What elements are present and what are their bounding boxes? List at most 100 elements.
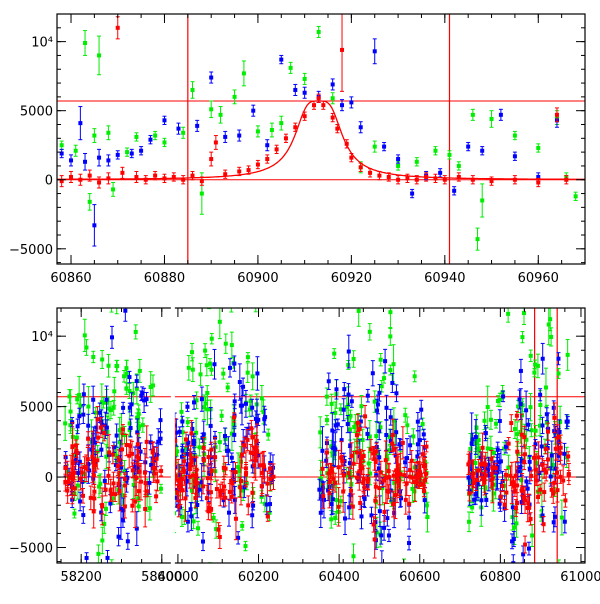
blue-band-s2-point-94 (339, 438, 344, 443)
blue-band-s0-point-15 (81, 412, 86, 417)
red-band-s2-point-94 (391, 473, 396, 478)
green-band-s0-point-55 (82, 333, 87, 338)
green-band-s0-point-12 (100, 538, 105, 543)
blue-band-s1-point-61 (264, 502, 269, 507)
red-band-s0-point-3 (79, 470, 84, 475)
green-band-point-41 (573, 194, 578, 199)
green-band-s2-point-43 (378, 357, 383, 362)
red-band-s2-point-17 (402, 473, 407, 478)
green-band-s2-point-81 (328, 495, 333, 500)
green-band-s3-point-70 (488, 417, 493, 422)
blue-band-point-37 (512, 154, 517, 159)
green-band-s3-point-79 (522, 311, 527, 316)
red-band-s1-point-8 (268, 476, 273, 481)
blue-band-point-36 (498, 112, 503, 117)
green-band-s0-point-37 (122, 469, 127, 474)
green-band-point-25 (330, 96, 335, 101)
green-band-point-17 (232, 94, 237, 99)
red-band-s0-point-18 (143, 481, 148, 486)
blue-band-s0-point-33 (91, 397, 96, 402)
red-band-s3-point-48 (515, 449, 520, 454)
blue-band-s0-point-68 (99, 422, 104, 427)
green-band-s2-point-71 (374, 530, 379, 535)
green-band-s2-point-40 (393, 433, 398, 438)
blue-band-s2-point-61 (394, 391, 399, 396)
blue-band-s2-point-86 (405, 456, 410, 461)
blue-band-point-4 (92, 223, 97, 228)
blue-band-s0-point-61 (81, 513, 86, 518)
green-band-s0-point-72 (68, 423, 73, 428)
green-band-s0-point-4 (96, 551, 101, 556)
blue-band-s0-point-36 (134, 526, 139, 531)
green-band-s0-point-61 (72, 511, 77, 516)
green-band-point-11 (162, 140, 167, 145)
blue-band-s3-point-40 (533, 442, 538, 447)
red-band-point-43 (433, 176, 438, 181)
green-band-s0-point-31 (84, 345, 89, 350)
red-band-s0-point-5 (116, 457, 121, 462)
red-band-s0-point-79 (65, 480, 70, 485)
red-band-point-12 (171, 174, 176, 179)
green-band-s3-point-14 (470, 505, 475, 510)
blue-band-s2-point-22 (384, 433, 389, 438)
red-band-s1-point-65 (252, 463, 257, 468)
red-band-s3-point-59 (540, 462, 545, 467)
red-band-point-35 (358, 165, 363, 170)
blue-band-s0-point-23 (120, 517, 125, 522)
blue-band-point-6 (106, 158, 111, 163)
green-band-s1-point-63 (190, 350, 195, 355)
blue-band-s2-point-83 (369, 513, 374, 518)
red-band-s1-point-69 (193, 496, 198, 501)
green-band-s0-point-32 (113, 451, 118, 456)
green-band-point-28 (396, 163, 401, 168)
green-band-point-20 (269, 128, 274, 133)
blue-band-s3-point-77 (553, 466, 558, 471)
green-band-s2-point-56 (391, 299, 395, 303)
red-band-s2-point-72 (403, 497, 408, 502)
series-red-band (63, 402, 571, 559)
red-band-s1-point-18 (201, 458, 206, 463)
green-band-s0-point-5 (122, 374, 127, 379)
red-band-point-28 (316, 96, 321, 101)
blue-band-s2-point-9 (422, 445, 427, 450)
red-band-s2-point-67 (331, 476, 336, 481)
red-band-s3-point-68 (546, 457, 551, 462)
blue-band-s2-point-60 (345, 422, 350, 427)
blue-band-s1-point-39 (201, 432, 206, 437)
red-band-s1-point-1 (229, 478, 234, 483)
red-band-s3-point-41 (542, 467, 547, 472)
red-band-s3-point-11 (535, 478, 540, 483)
blue-band-s2-point-63 (362, 496, 367, 501)
red-band-point-5 (106, 176, 111, 181)
red-band-point-34 (349, 155, 354, 160)
blue-band-s3-point-73 (562, 451, 567, 456)
red-band-s3-point-14 (541, 522, 546, 527)
red-band-s3-point-18 (493, 466, 498, 471)
red-band-point-45 (456, 174, 461, 179)
blue-band-s3-point-57 (539, 444, 544, 449)
green-band-s2-point-20 (424, 503, 429, 508)
blue-band-s0-point-83 (104, 425, 109, 430)
bottom-xtick-label-4: 60400 (318, 570, 359, 585)
green-band-point-12 (181, 130, 186, 135)
red-band-s3-point-22 (483, 473, 488, 478)
green-band-s3-point-75 (494, 421, 499, 426)
green-band-s3-point-62 (559, 515, 564, 520)
blue-band-s1-point-41 (246, 426, 251, 431)
red-band-s1-point-19 (233, 516, 238, 521)
red-band-s2-point-6 (407, 501, 412, 506)
red-band-s2-point-64 (400, 440, 405, 445)
green-band-s3-point-83 (497, 397, 502, 402)
red-band-s0-point-13 (95, 435, 100, 440)
blue-band-s0-point-55 (121, 405, 126, 410)
green-band-s0-point-59 (137, 368, 142, 373)
red-band-s3-point-56 (489, 457, 494, 462)
blue-band-s0-point-46 (108, 501, 113, 506)
red-band-s2-point-29 (414, 475, 419, 480)
blue-band-s0-point-24 (121, 507, 126, 512)
red-band-point-23 (274, 147, 279, 152)
green-band-s1-point-40 (198, 482, 203, 487)
blue-band-s2-point-25 (384, 405, 389, 410)
red-band-s0-point-81 (70, 444, 75, 449)
